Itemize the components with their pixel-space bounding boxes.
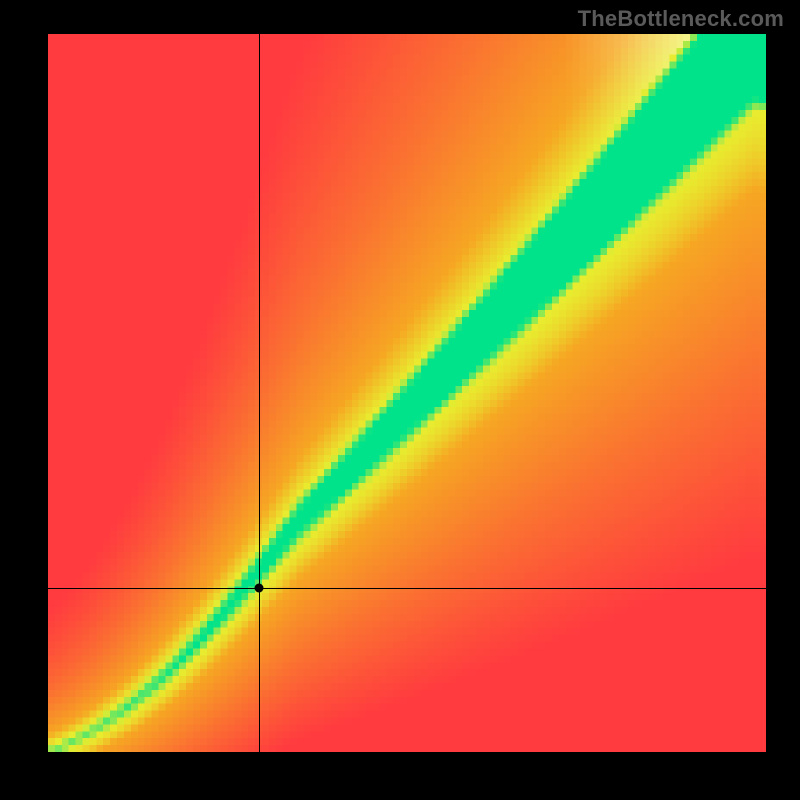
- crosshair-horizontal: [48, 588, 766, 589]
- heatmap-canvas: [48, 34, 766, 752]
- marker-dot: [255, 583, 264, 592]
- watermark-text: TheBottleneck.com: [578, 6, 784, 32]
- bottleneck-heatmap: [48, 34, 766, 752]
- crosshair-vertical: [259, 34, 260, 752]
